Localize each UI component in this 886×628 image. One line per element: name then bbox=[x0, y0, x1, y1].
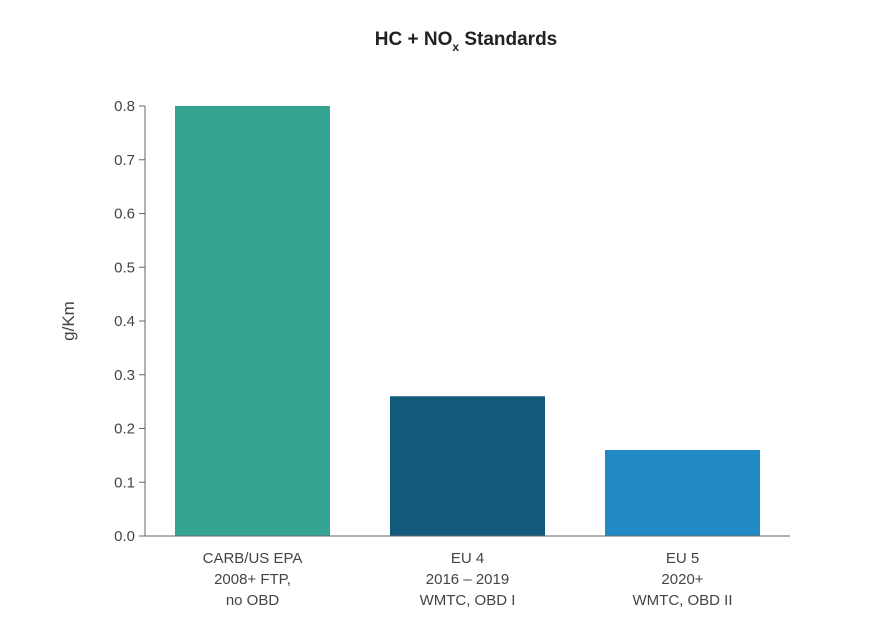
chart-title-subscript: x bbox=[452, 40, 459, 54]
y-ticks-group: 0.0 0.1 0.2 0.3 0.4 0.5 0.6 0.7 0.8 bbox=[114, 98, 145, 545]
y-tick-label: 0.8 bbox=[114, 98, 135, 115]
chart-title: HC + NOx Standards bbox=[375, 29, 558, 54]
y-tick-label: 0.6 bbox=[114, 206, 135, 223]
chart-title-suffix: Standards bbox=[459, 29, 557, 50]
bar-1 bbox=[175, 106, 330, 536]
x-category-label-line: EU 5 bbox=[666, 550, 699, 567]
x-category-label-line: 2016 – 2019 bbox=[426, 571, 509, 588]
x-category-label: EU 4 2016 – 2019 WMTC, OBD I bbox=[420, 550, 516, 609]
y-tick-label: 0.4 bbox=[114, 313, 135, 330]
y-tick-label: 0.1 bbox=[114, 474, 135, 491]
x-category-label: CARB/US EPA 2008+ FTP, no OBD bbox=[203, 550, 303, 609]
y-tick-label: 0.7 bbox=[114, 152, 135, 169]
y-axis-title: g/Km bbox=[59, 301, 78, 341]
x-labels-group: CARB/US EPA 2008+ FTP, no OBD EU 4 2016 – 20… bbox=[203, 550, 733, 609]
x-category-label-line: 2020+ bbox=[661, 571, 703, 588]
x-category-label-line: EU 4 bbox=[451, 550, 484, 567]
x-category-label-line: 2008+ FTP, bbox=[214, 571, 291, 588]
x-category-label: EU 5 2020+ WMTC, OBD II bbox=[633, 550, 733, 609]
y-tick-label: 0.5 bbox=[114, 259, 135, 276]
y-tick-label: 0.0 bbox=[114, 528, 135, 545]
y-tick-label: 0.3 bbox=[114, 367, 135, 384]
x-category-label-line: CARB/US EPA bbox=[203, 550, 303, 567]
bar-3 bbox=[605, 450, 760, 536]
x-category-label-line: WMTC, OBD II bbox=[633, 592, 733, 609]
x-category-label-line: no OBD bbox=[226, 592, 280, 609]
x-category-label-line: WMTC, OBD I bbox=[420, 592, 516, 609]
bars-group bbox=[175, 106, 760, 536]
bar-2 bbox=[390, 396, 545, 536]
y-tick-label: 0.2 bbox=[114, 421, 135, 438]
chart-title-prefix: HC + NO bbox=[375, 29, 453, 50]
